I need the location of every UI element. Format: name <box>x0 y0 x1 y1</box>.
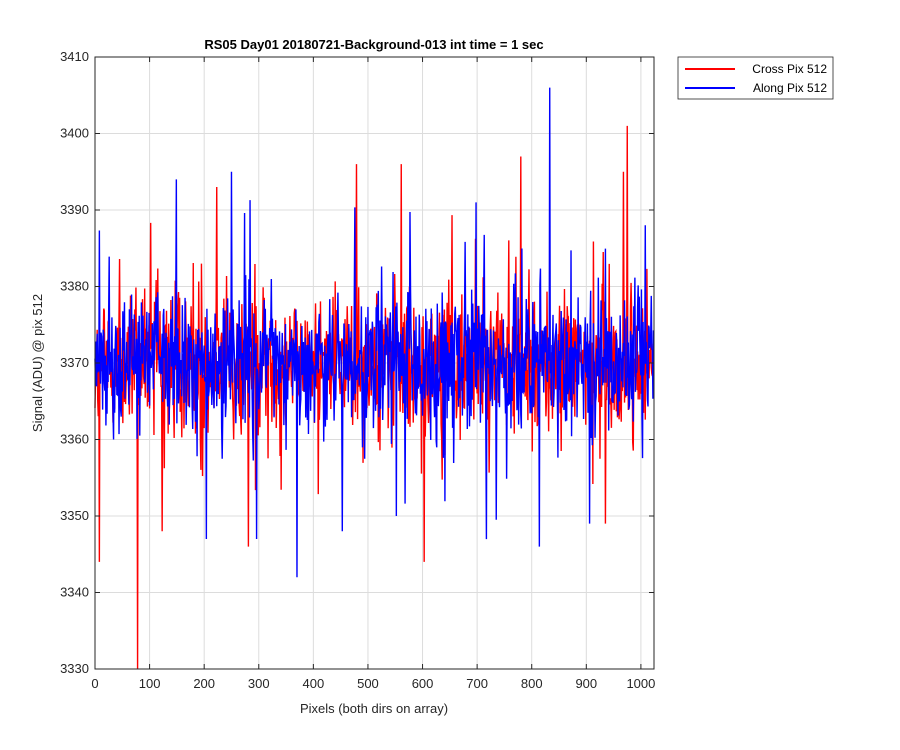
series-layer <box>94 87 655 670</box>
y-tick-label: 3390 <box>60 202 89 217</box>
y-tick-label: 3400 <box>60 126 89 141</box>
x-tick-label: 400 <box>303 676 325 691</box>
x-tick-label: 0 <box>91 676 98 691</box>
x-axis-label: Pixels (both dirs on array) <box>300 701 448 716</box>
tick-labels: 0 100 200 300 400 500 600 700 800 900 1000 3330 3340… <box>60 49 655 691</box>
y-tick-label: 3340 <box>60 585 89 600</box>
x-tick-label: 300 <box>248 676 270 691</box>
x-tick-label: 500 <box>357 676 379 691</box>
legend-box <box>677 56 834 100</box>
ticks <box>94 56 654 670</box>
legend: Cross Pix 512 Along Pix 512 <box>677 56 834 100</box>
x-tick-label: 900 <box>575 676 597 691</box>
y-tick-label: 3370 <box>60 355 89 370</box>
legend-label-cross-pix-512: Cross Pix 512 <box>752 62 827 76</box>
x-tick-label: 200 <box>193 676 215 691</box>
chart-title: RS05 Day01 20180721-Background-013 int t… <box>204 37 543 52</box>
y-tick-label: 3360 <box>60 432 89 447</box>
x-tick-label: 700 <box>466 676 488 691</box>
y-tick-label: 3380 <box>60 279 89 294</box>
x-tick-label: 100 <box>139 676 161 691</box>
y-tick-label: 3410 <box>60 49 89 64</box>
y-tick-label: 3330 <box>60 661 89 676</box>
x-tick-label: 600 <box>412 676 434 691</box>
legend-label-along-pix-512: Along Pix 512 <box>753 81 827 95</box>
series-line-along-pix-512 <box>94 87 655 578</box>
x-tick-label: 800 <box>521 676 543 691</box>
x-tick-label: 1000 <box>626 676 655 691</box>
y-tick-label: 3350 <box>60 508 89 523</box>
y-axis-label: Signal (ADU) @ pix 512 <box>30 294 45 432</box>
